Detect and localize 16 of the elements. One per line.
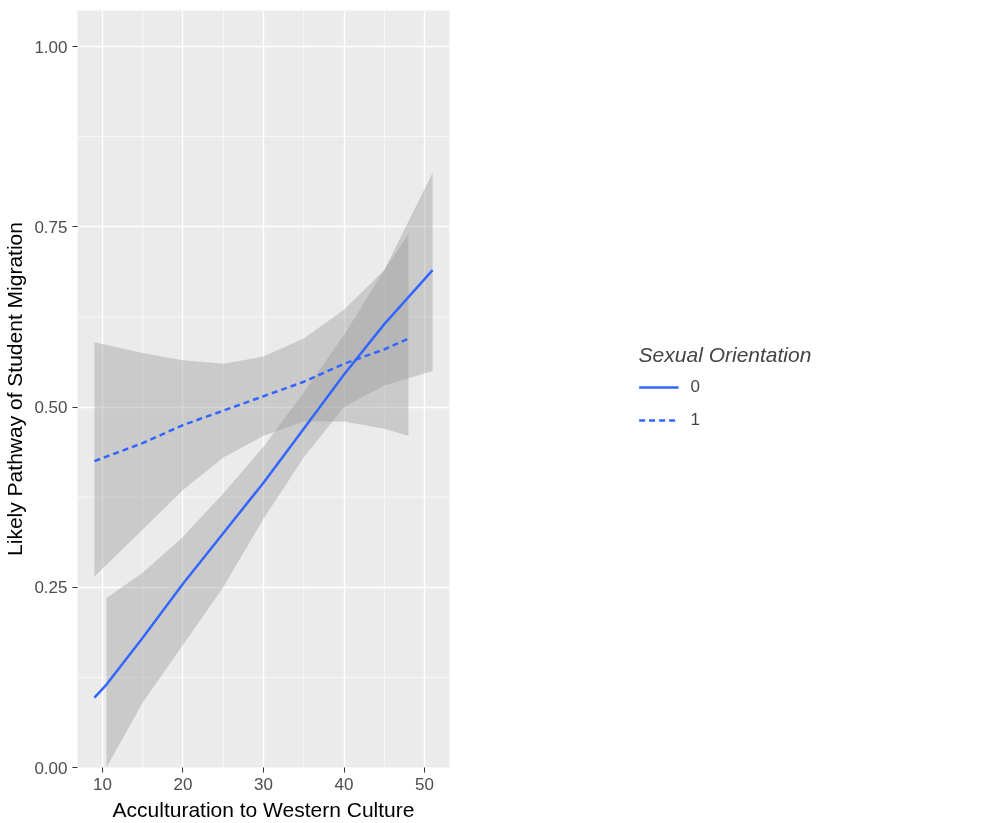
- y-tick-label: 0.00: [34, 758, 68, 778]
- legend-label: 1: [690, 409, 702, 430]
- legend-title: Sexual Orientation: [638, 342, 812, 367]
- y-tick-label: 0.25: [34, 578, 68, 598]
- y-axis-title: Likely Pathway of Student Migration: [3, 222, 27, 556]
- x-tick-label: 40: [334, 774, 354, 794]
- y-tick-label: 0.50: [34, 398, 68, 418]
- x-tick-label: 20: [173, 774, 193, 794]
- x-tick-label: 30: [254, 774, 273, 794]
- x-tick-label: 50: [415, 774, 435, 794]
- y-tick-label: 1.00: [34, 37, 68, 57]
- x-axis-title: Acculturation to Western Culture: [112, 797, 415, 821]
- x-tick-label: 10: [93, 774, 112, 794]
- legend-label: 0: [690, 376, 702, 397]
- line-series: [93, 268, 434, 699]
- y-tick-label: 0.75: [34, 217, 68, 237]
